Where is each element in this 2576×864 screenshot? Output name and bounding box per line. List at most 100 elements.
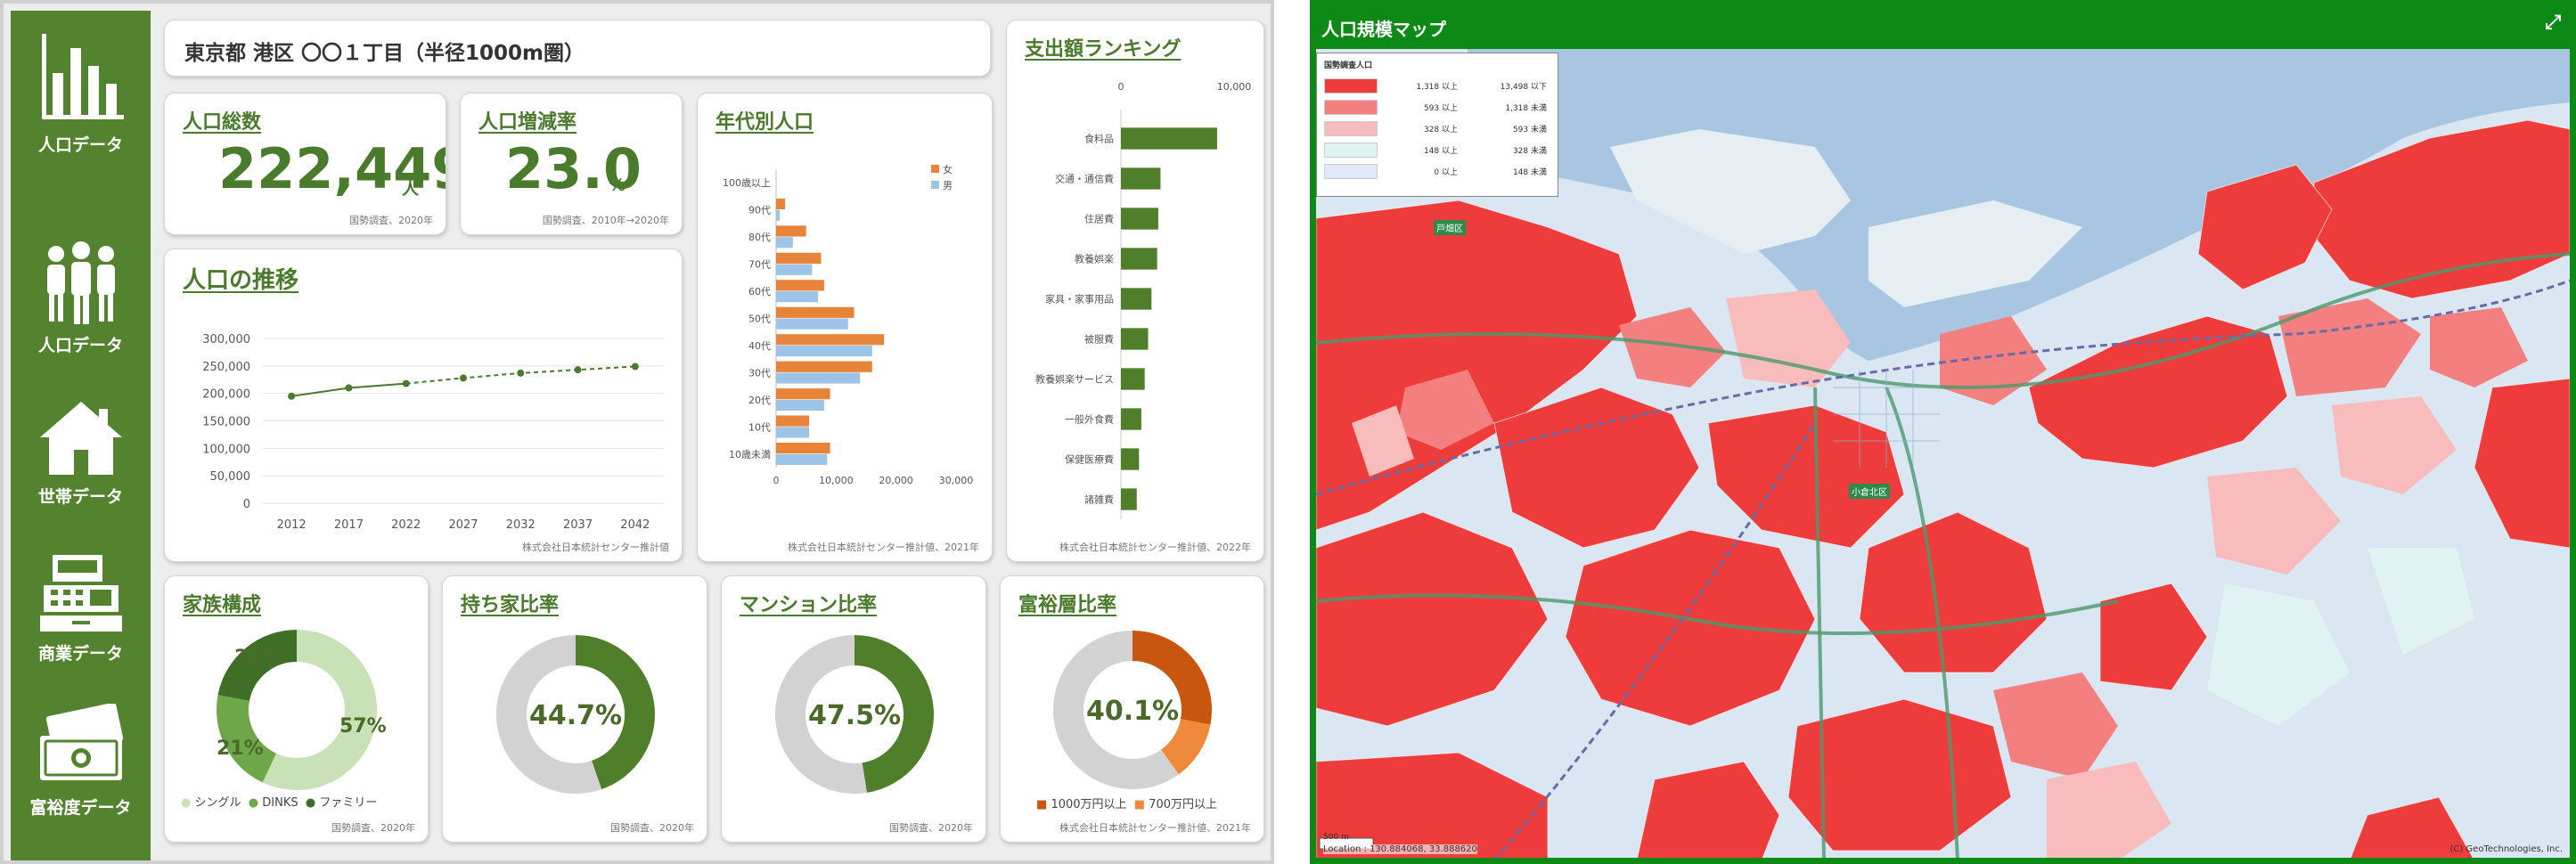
category-label: 教養娯楽 [1075,253,1114,265]
sidebar-item-label: 人口データ [37,135,123,155]
data-point [574,366,582,374]
category-label: 保健医療費 [1065,453,1114,466]
card-title: 持ち家比率 [461,594,560,616]
spending-bar [1121,208,1158,230]
source-note: 株式会社日本統計センター推計値、2021年 [1059,822,1251,834]
legend-row: 148 以上 328 未満 [1324,140,1550,161]
population-card: 人口総数 222,449 人 国勢調査、2020年 [164,93,446,235]
spending-bar [1121,288,1152,310]
category-label: 諸雑費 [1084,493,1114,506]
legend-from: 1,318 以上 [1416,83,1458,92]
category-label: 90代 [748,205,771,216]
y-tick-label: 0 [243,498,250,511]
population-trend-chart: 300,000 250,000 200,000 150,000 100,000 50,00… [202,333,664,532]
bar-女 [776,415,810,427]
legend-label: 男 [943,180,953,192]
source-note: 株式会社日本統計センター推計値 [522,542,669,553]
population-unit: 人 [402,179,420,199]
sidebar-item-wealth[interactable]: 富裕度データ [11,704,151,819]
mansion-donut-chart: 47.5% [775,635,934,794]
sidebar-item-commerce[interactable]: 商業データ [11,550,151,664]
mansion-card: マンション比率 47.5% 国勢調査、2020年 [721,575,986,843]
category-label: 食料品 [1084,133,1114,145]
family-card: 家族構成 22% 21% 57% ● シングル ● DINKS ● ファミリー 国勢… [164,575,429,843]
sidebar-item-label: 人口データ [37,336,123,355]
card-title: 富裕層比率 [1018,594,1117,616]
x-tick-label: 2027 [448,518,478,532]
map-scale: 500 m [1323,833,1349,842]
legend-swatch [931,181,939,189]
category-label: 被服費 [1084,333,1114,346]
legend-single: シングル [194,796,241,810]
trend-card: 人口の推移 300,000 250,000 200,000 150,000 100,00… [164,249,683,562]
map-panel: 人口規模マップ ⤢ [1310,0,2576,864]
sidebar-item-label: 世帯データ [37,487,123,507]
y-tick-label: 100,000 [202,443,250,456]
y-tick-label: 200,000 [202,388,250,402]
category-label: 100歳以上 [723,177,771,189]
card-title: 人口増減率 [478,111,577,134]
growth-card: 人口増減率 23.0 % 国勢調査、2010年→2020年 [460,93,683,235]
category-label: 20代 [748,395,771,406]
spending-bar [1121,408,1141,430]
wealth-slice [1053,631,1179,789]
expand-icon[interactable]: ⤢ [2545,12,2561,34]
age-card: 年代別人口 0 10,000 20,000 30,000 100歳以上 90代 80代 70代… [697,93,993,562]
mansion-slice [854,635,934,793]
mansion-value: 47.5% [808,700,901,731]
spending-bar [1121,328,1149,350]
ownership-value: 44.7% [529,700,622,731]
spending-bar-chart: 0 10,000 食料品交通・通信費住居費教養娯楽家具・家事用品被服費教養娯楽サービ… [1035,81,1251,519]
bar-男 [776,237,793,249]
legend-to: 148 未満 [1512,168,1547,177]
map-legend: 国勢調査人口 1,318 以上 13,498 以下 593 以上 1,318 未満 32… [1316,53,1558,197]
legend-swatch [931,165,939,173]
card-title: 人口総数 [183,111,262,134]
age-bar-chart: 0 10,000 20,000 30,000 100歳以上 90代 80代 70代 60代 50代… [723,163,973,486]
ownership-card: 持ち家比率 44.7% 国勢調査、2020年 [442,575,707,843]
family-donut-chart: 22% 21% 57% [217,630,387,790]
legend-from: 0 以上 [1434,168,1458,177]
sidebar-item-population[interactable]: 人口データ [11,29,151,156]
x-tick-label: 0 [1118,81,1124,93]
source-note: 国勢調査、2020年 [331,822,415,834]
data-point [460,374,467,382]
legend-row: 1,318 以上 13,498 以下 [1324,76,1550,97]
legend-to: 1,318 未満 [1505,104,1547,113]
data-point [288,392,296,400]
wealth-legend: ■ 1000万円以上 ■ 700万円以上 [1036,798,1218,811]
card-title: 人口の推移 [183,267,299,294]
family-label-dinks: 21% [217,738,264,760]
map-copyright: (C) GeoTechnologies, Inc. [2449,844,2563,854]
legend-swatch [1324,164,1378,179]
category-label: 教養娯楽サービス [1035,373,1114,386]
category-label: 住居費 [1084,213,1114,225]
bar-女 [776,306,855,318]
sidebar-item-household[interactable]: 世帯データ [11,398,151,508]
wealth-value: 40.1% [1086,696,1179,727]
map-place-label: 戸畑区 [1434,220,1466,235]
legend-row: 328 以上 593 未満 [1324,118,1550,140]
x-tick-label: 0 [773,475,780,486]
sidebar-item-people[interactable]: 人口データ [11,238,151,356]
data-point [631,363,639,371]
ownership-donut-chart: 44.7% [496,635,655,794]
bar-女 [776,361,872,372]
bar-女 [776,198,786,210]
source-note: 株式会社日本統計センター推計値、2021年 [788,542,979,553]
y-tick-label: 150,000 [202,416,250,429]
ownership-slice [496,635,602,794]
spending-bar [1121,488,1137,510]
y-tick-label: 50,000 [210,470,251,484]
source-note: 国勢調査、2020年 [889,822,973,834]
category-label: 10歳未満 [729,449,771,461]
data-point [402,379,410,387]
category-label: 40代 [748,340,771,352]
wealth-donut-chart: 40.1% [1053,631,1212,789]
bar-男 [776,209,781,221]
people-icon [46,241,115,324]
legend-swatch [1324,143,1378,158]
sidebar-item-label: 商業データ [37,644,123,664]
category-label: 家具・家事用品 [1045,293,1114,306]
source-note: 国勢調査、2020年 [349,215,433,226]
